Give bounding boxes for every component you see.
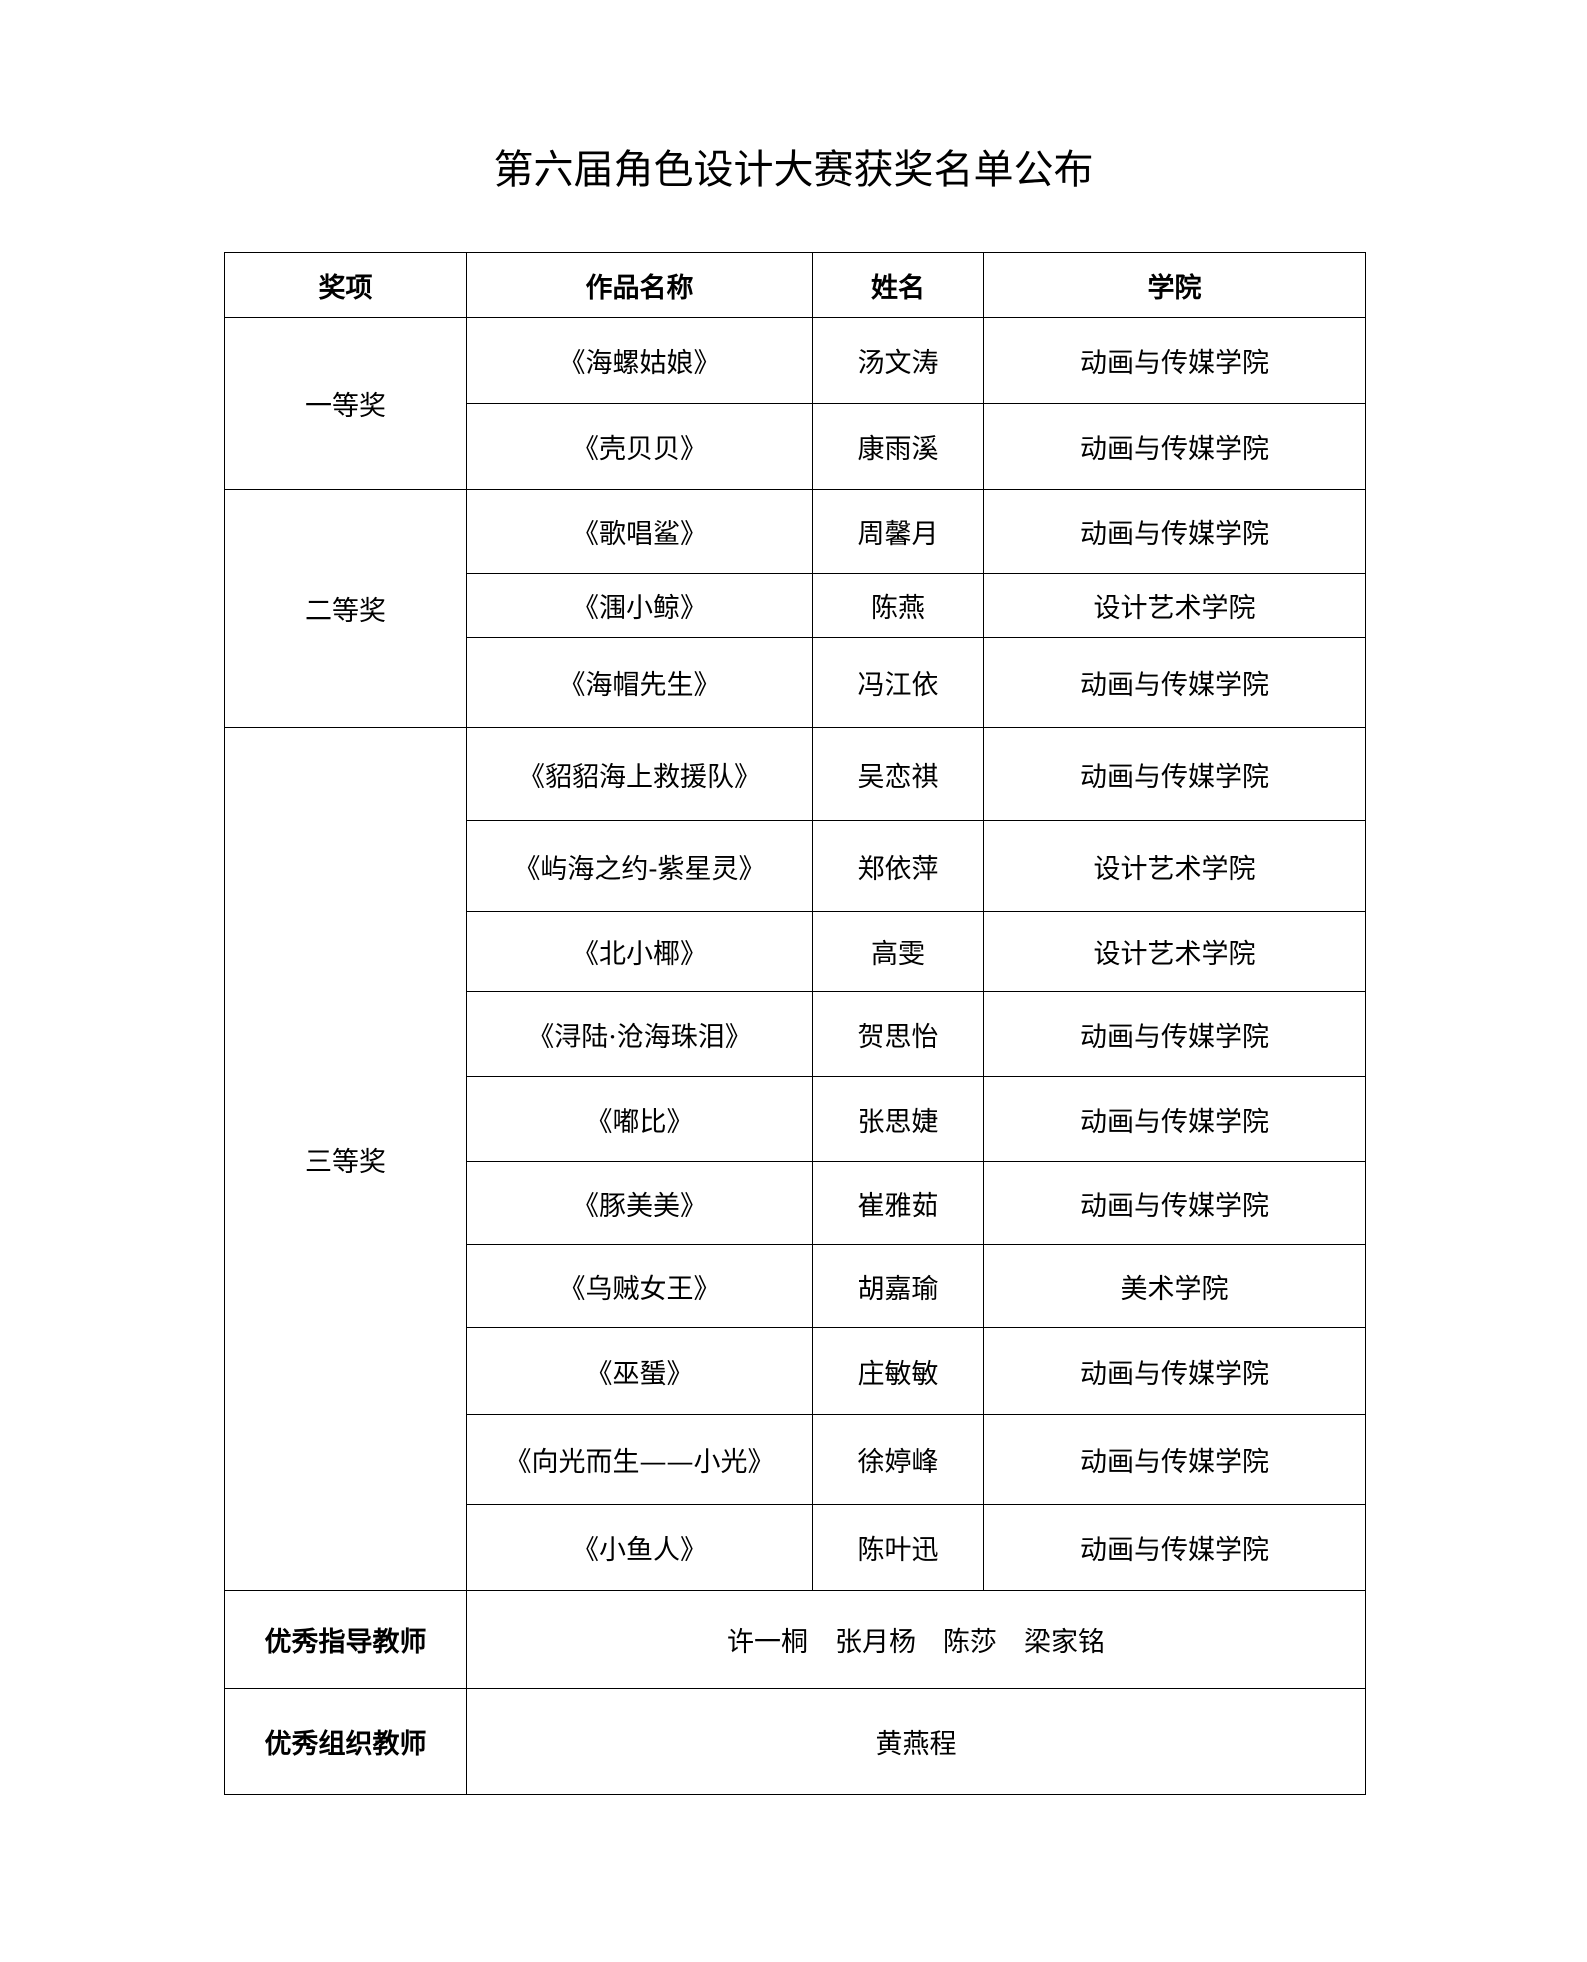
organizer-label: 优秀组织教师 [224,1688,467,1795]
college-cell: 动画与传媒学院 [983,1161,1366,1245]
work-cell: 《巫蜑》 [466,1327,813,1415]
work-cell: 《歌唱鲨》 [466,489,813,574]
name-cell: 陈燕 [812,573,984,638]
work-cell: 《屿海之约-紫星灵》 [466,820,813,912]
table-row: 三等奖 《貂貂海上救援队》 吴恋祺 动画与传媒学院 [224,727,1366,1591]
name-cell: 陈叶迅 [812,1504,984,1591]
name-cell: 郑依萍 [812,820,984,912]
name-cell: 吴恋祺 [812,727,984,821]
table-row: 《海帽先生》 冯江依 动画与传媒学院 [225,637,1366,728]
college-cell: 设计艺术学院 [983,820,1366,912]
header-college: 学院 [983,252,1366,318]
table-row: 《屿海之约-紫星灵》 郑依萍 设计艺术学院 [225,820,1366,912]
college-cell: 动画与传媒学院 [983,489,1366,574]
table-row: 《北小椰》 高雯 设计艺术学院 [225,911,1366,992]
college-cell: 设计艺术学院 [983,911,1366,992]
work-cell: 《嘟比》 [466,1076,813,1162]
name-cell: 周馨月 [812,489,984,574]
college-cell: 动画与传媒学院 [983,317,1366,404]
header-work: 作品名称 [466,252,813,318]
college-cell: 动画与传媒学院 [983,1327,1366,1415]
work-cell: 《壳贝贝》 [466,403,813,490]
table-row: 《豚美美》 崔雅茹 动画与传媒学院 [225,1161,1366,1245]
table-header-row: 奖项 作品名称 姓名 学院 [224,252,1366,318]
work-cell: 《小鱼人》 [466,1504,813,1591]
college-cell: 美术学院 [983,1244,1366,1328]
organizer-value: 黄燕程 [466,1688,1366,1795]
name-cell: 康雨溪 [812,403,984,490]
table-row: 一等奖 《海螺姑娘》 汤文涛 动画与传媒学院 [224,317,1366,490]
college-cell: 动画与传媒学院 [983,727,1366,821]
name-cell: 胡嘉瑜 [812,1244,984,1328]
page-title: 第六届角色设计大赛获奖名单公布 [493,147,1094,193]
table-row: 《壳贝贝》 康雨溪 动画与传媒学院 [225,403,1366,490]
name-cell: 贺思怡 [812,991,984,1077]
organizer-row: 优秀组织教师 黄燕程 [224,1688,1366,1795]
table-row: 《乌贼女王》 胡嘉瑜 美术学院 [225,1244,1366,1328]
award-level-cell: 一等奖 [224,317,467,490]
table-row: 《嘟比》 张思婕 动画与传媒学院 [225,1076,1366,1162]
header-name: 姓名 [812,252,984,318]
work-cell: 《涠小鲸》 [466,573,813,638]
college-cell: 设计艺术学院 [983,573,1366,638]
award-level-cell: 三等奖 [224,727,467,1591]
work-cell: 《乌贼女王》 [466,1244,813,1328]
work-cell: 《海帽先生》 [466,637,813,728]
name-cell: 徐婷峰 [812,1414,984,1505]
mentor-row: 优秀指导教师 许一桐 张月杨 陈莎 梁家铭 [224,1590,1366,1689]
header-award: 奖项 [224,252,467,318]
college-cell: 动画与传媒学院 [983,637,1366,728]
work-cell: 《北小椰》 [466,911,813,992]
name-cell: 张思婕 [812,1076,984,1162]
college-cell: 动画与传媒学院 [983,1076,1366,1162]
award-table: 奖项 作品名称 姓名 学院 一等奖 《海螺姑娘》 汤文涛 动画与传媒学院 《壳贝贝》 康雨… [224,252,1366,1795]
work-cell: 《豚美美》 [466,1161,813,1245]
table-row: 《小鱼人》 陈叶迅 动画与传媒学院 [225,1504,1366,1591]
college-cell: 动画与传媒学院 [983,1414,1366,1505]
college-cell: 动画与传媒学院 [983,1504,1366,1591]
work-cell: 《浔陆·沧海珠泪》 [466,991,813,1077]
table-row: 二等奖 《歌唱鲨》 周馨月 动画与传媒学院 [224,489,1366,728]
college-cell: 动画与传媒学院 [983,403,1366,490]
table-row: 《向光而生——小光》 徐婷峰 动画与传媒学院 [225,1414,1366,1505]
mentor-value: 许一桐 张月杨 陈莎 梁家铭 [466,1590,1366,1689]
name-cell: 崔雅茹 [812,1161,984,1245]
college-cell: 动画与传媒学院 [983,991,1366,1077]
award-level-cell: 二等奖 [224,489,467,728]
work-cell: 《海螺姑娘》 [466,317,813,404]
name-cell: 高雯 [812,911,984,992]
name-cell: 庄敏敏 [812,1327,984,1415]
work-cell: 《貂貂海上救援队》 [466,727,813,821]
mentor-label: 优秀指导教师 [224,1590,467,1689]
name-cell: 冯江依 [812,637,984,728]
work-cell: 《向光而生——小光》 [466,1414,813,1505]
name-cell: 汤文涛 [812,317,984,404]
table-row: 《浔陆·沧海珠泪》 贺思怡 动画与传媒学院 [225,991,1366,1077]
